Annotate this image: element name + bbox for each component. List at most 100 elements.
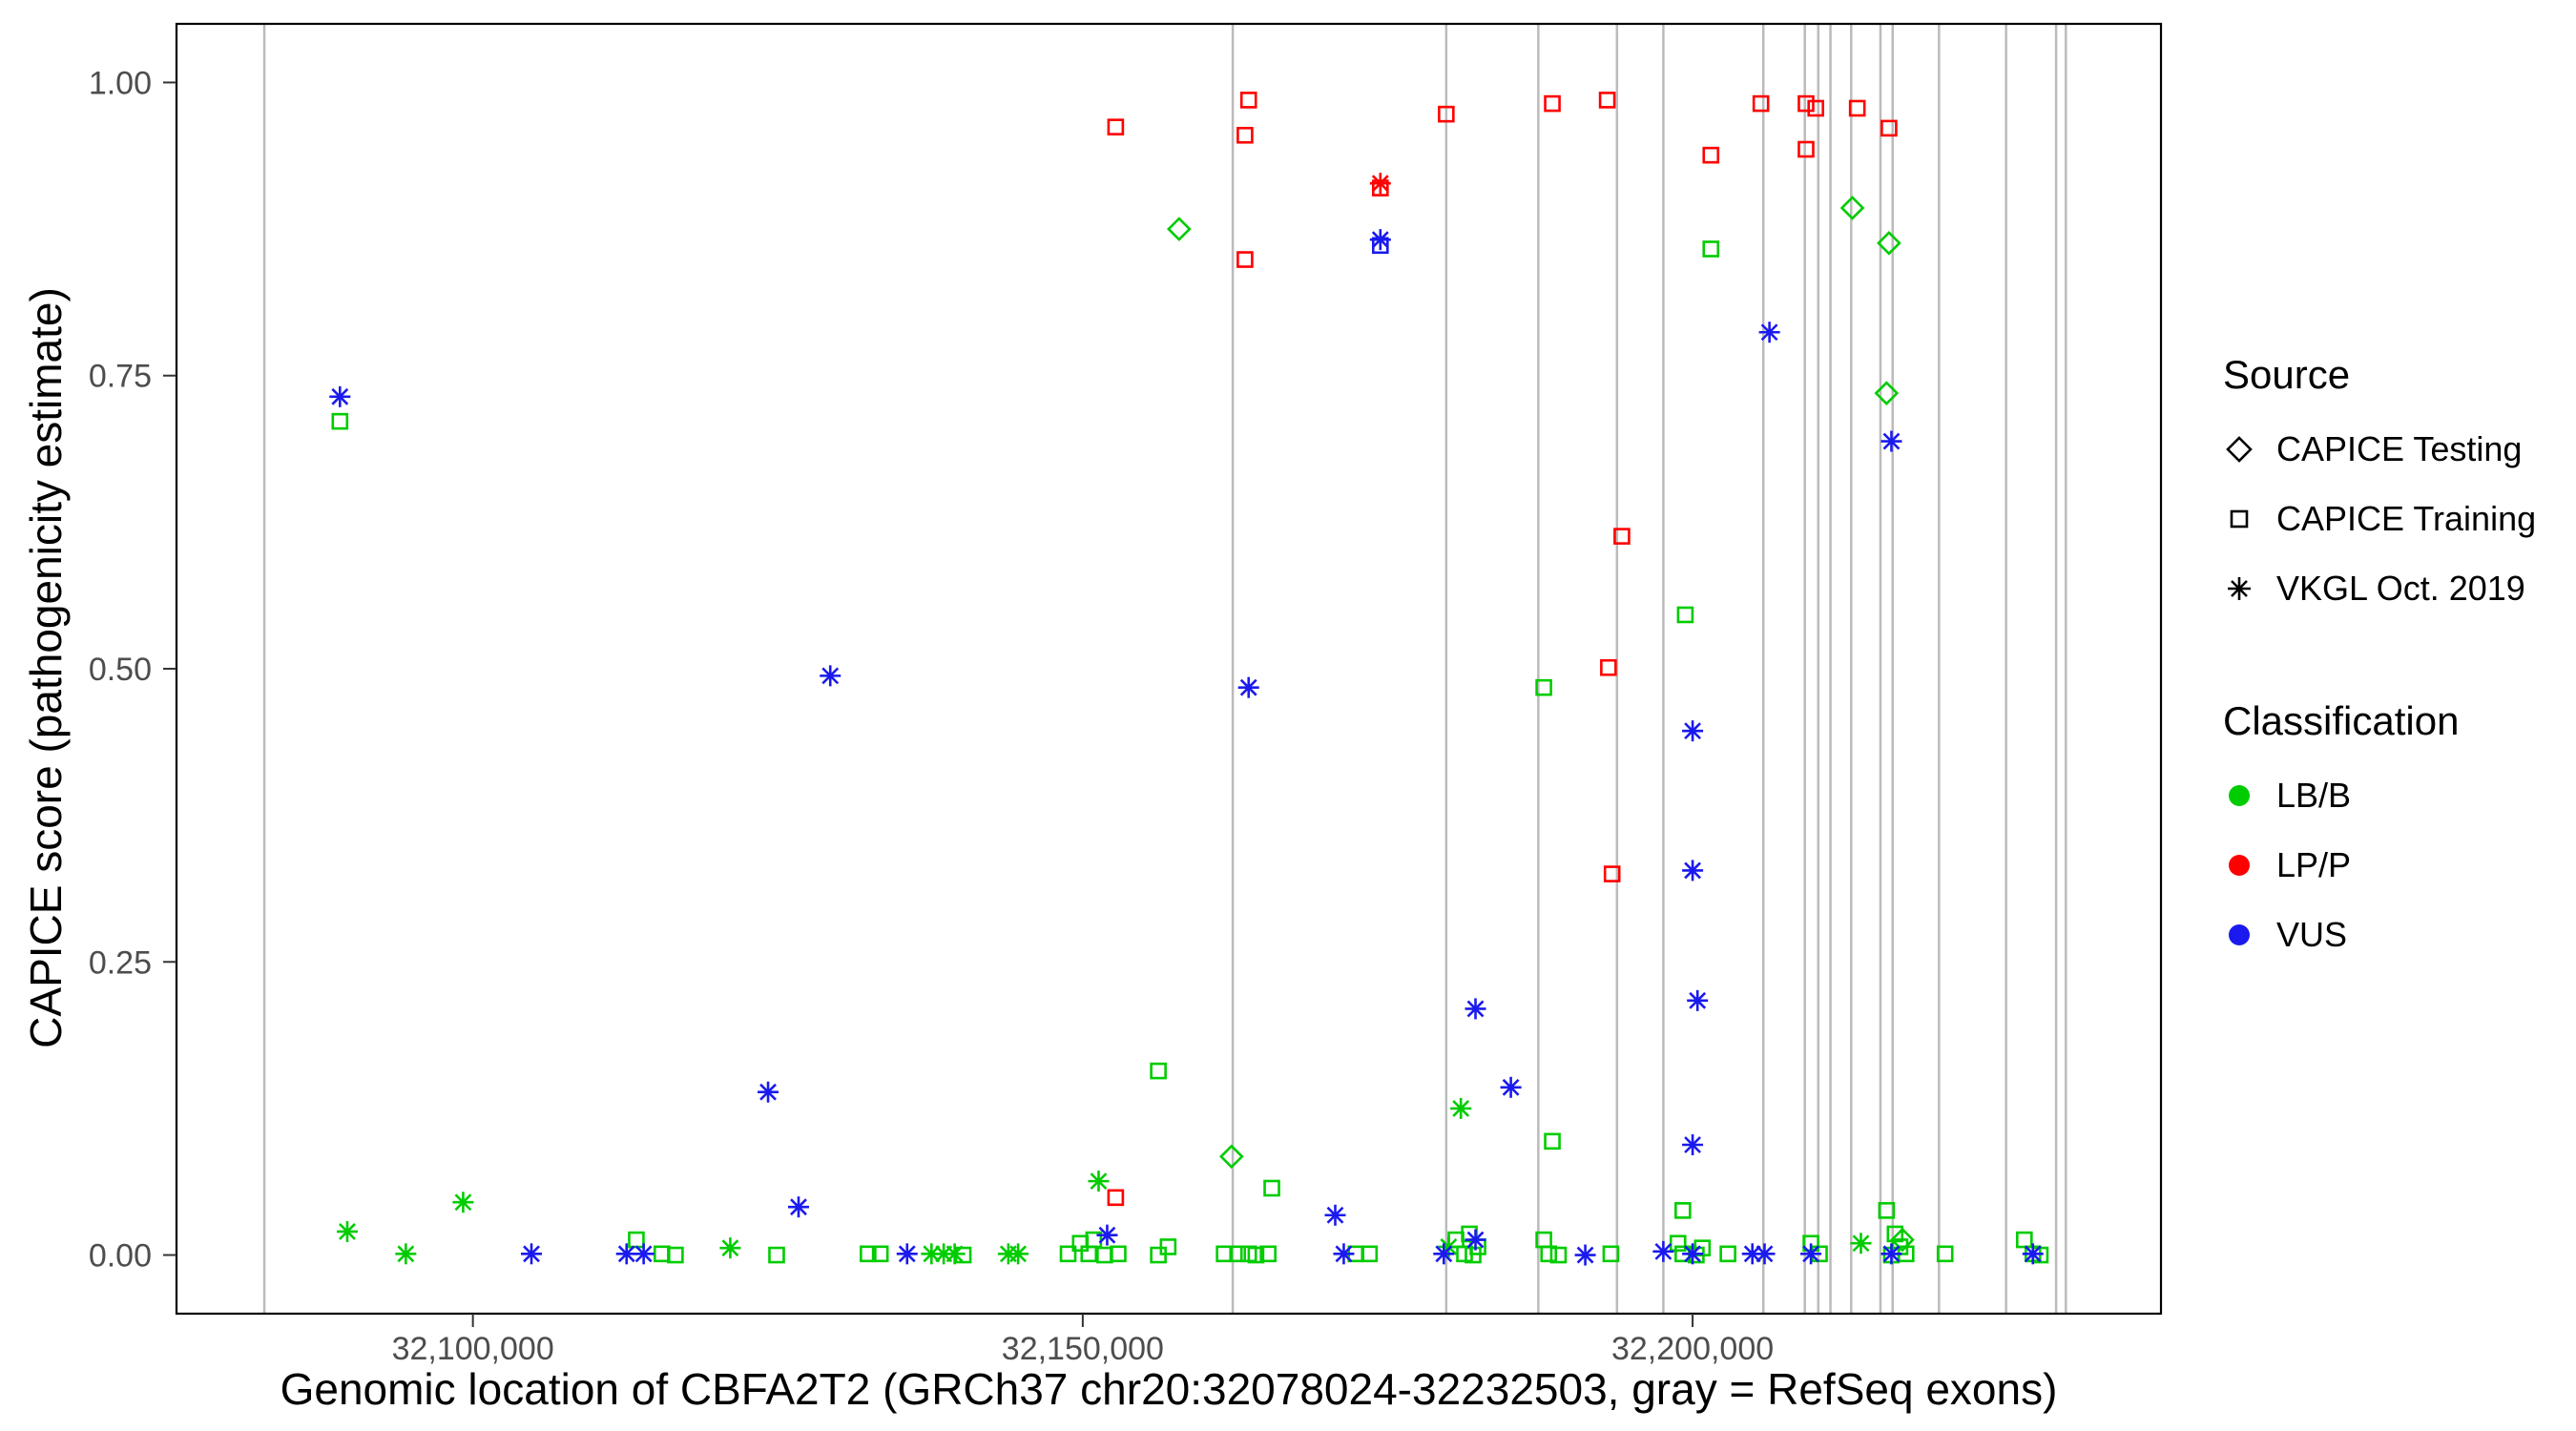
data-point bbox=[896, 1243, 918, 1265]
data-point bbox=[1848, 99, 1866, 117]
y-tick-label: 0.50 bbox=[89, 652, 152, 688]
data-point bbox=[1080, 1245, 1098, 1263]
data-point bbox=[1361, 1245, 1379, 1263]
data-point bbox=[1259, 1245, 1277, 1263]
legend-group-source: Source CAPICE Testing CAPICE Training bbox=[2223, 351, 2536, 623]
legend-item-label: VKGL Oct. 2019 bbox=[2276, 568, 2525, 608]
y-axis-title: CAPICE score (pathogenicity estimate) bbox=[21, 287, 71, 1048]
diamond-icon bbox=[2226, 435, 2253, 463]
data-point bbox=[1107, 118, 1125, 135]
data-point bbox=[628, 1231, 645, 1249]
data-point bbox=[1719, 1245, 1736, 1263]
data-point bbox=[1797, 140, 1815, 158]
data-point bbox=[1682, 720, 1704, 742]
data-point bbox=[1219, 1144, 1244, 1170]
data-point bbox=[1549, 1246, 1568, 1264]
data-point bbox=[1754, 1243, 1776, 1265]
legend-item-label: CAPICE Training bbox=[2276, 498, 2537, 538]
data-point bbox=[1800, 1243, 1822, 1265]
data-point bbox=[1600, 658, 1617, 676]
data-point bbox=[1159, 1238, 1177, 1255]
data-point bbox=[1874, 381, 1900, 406]
data-point bbox=[1008, 1243, 1029, 1265]
legend-item-label: LP/P bbox=[2276, 844, 2352, 884]
data-point bbox=[633, 1243, 654, 1265]
data-point bbox=[1110, 1245, 1127, 1263]
legend-item-label: CAPICE Testing bbox=[2276, 428, 2523, 468]
data-point bbox=[1682, 1243, 1704, 1265]
legend-item-capice-testing: CAPICE Testing bbox=[2223, 414, 2536, 484]
data-point bbox=[1433, 1243, 1455, 1265]
data-point bbox=[1263, 1179, 1280, 1197]
data-point bbox=[452, 1192, 474, 1213]
data-point bbox=[1438, 105, 1455, 123]
data-point bbox=[1682, 1134, 1704, 1156]
data-point bbox=[1215, 1245, 1233, 1263]
legend-item-lpp: LP/P bbox=[2223, 830, 2536, 900]
data-point bbox=[1333, 1243, 1355, 1265]
data-point bbox=[1369, 173, 1391, 195]
series-asterisk-lpp bbox=[1369, 173, 1391, 195]
data-point bbox=[871, 1245, 889, 1263]
legend-source-title: Source bbox=[2223, 352, 2351, 397]
data-point bbox=[1758, 321, 1780, 343]
x-tick-label: 32,100,000 bbox=[392, 1331, 554, 1367]
series-asterisk-vus bbox=[329, 229, 2044, 1266]
data-point bbox=[1544, 1132, 1561, 1151]
series-diamond-lbb bbox=[1167, 196, 1915, 1253]
data-point bbox=[944, 1243, 966, 1265]
asterisk-icon bbox=[2228, 576, 2251, 600]
data-point bbox=[336, 1220, 358, 1242]
data-point bbox=[1236, 126, 1254, 144]
x-tick-label: 32,150,000 bbox=[1002, 1331, 1164, 1367]
data-point bbox=[1693, 1239, 1712, 1256]
data-point bbox=[1239, 92, 1257, 109]
data-point bbox=[1096, 1224, 1118, 1246]
data-point bbox=[1886, 1225, 1904, 1243]
data-point bbox=[1500, 1076, 1522, 1098]
y-tick-label: 1.00 bbox=[89, 65, 152, 101]
data-point bbox=[1535, 678, 1552, 696]
data-point bbox=[758, 1081, 779, 1103]
data-point bbox=[1890, 1227, 1915, 1253]
x-tick-label: 32,200,000 bbox=[1611, 1331, 1774, 1367]
data-point bbox=[1676, 606, 1694, 624]
data-point bbox=[2022, 1243, 2044, 1265]
data-point bbox=[1450, 1097, 1472, 1119]
data-point bbox=[1324, 1204, 1346, 1226]
data-point bbox=[521, 1243, 543, 1265]
data-point bbox=[1150, 1062, 1167, 1080]
red-dot-icon bbox=[2229, 854, 2250, 876]
data-point bbox=[1674, 1202, 1692, 1219]
data-point bbox=[329, 385, 351, 407]
data-point bbox=[1369, 229, 1391, 251]
data-point bbox=[1878, 1202, 1896, 1219]
data-point bbox=[395, 1243, 417, 1265]
data-point bbox=[1602, 1245, 1620, 1263]
data-point bbox=[654, 1245, 671, 1263]
data-point bbox=[860, 1245, 877, 1263]
series-square-lbb bbox=[331, 240, 2049, 1264]
data-point bbox=[2016, 1231, 2033, 1249]
legend-item-lbb: LB/B bbox=[2223, 760, 2536, 830]
data-point bbox=[1797, 94, 1815, 113]
data-point bbox=[1236, 251, 1254, 268]
data-point bbox=[1880, 430, 1902, 452]
data-point bbox=[1752, 94, 1770, 113]
data-point bbox=[331, 412, 349, 430]
y-tick-label: 0.25 bbox=[89, 944, 152, 981]
data-point bbox=[768, 1246, 785, 1264]
panel-border bbox=[175, 22, 2163, 1316]
y-tick-label: 0.75 bbox=[89, 359, 152, 395]
data-point bbox=[1237, 676, 1259, 698]
series-asterisk-lbb bbox=[336, 1097, 1872, 1265]
data-point bbox=[1880, 1243, 1902, 1265]
data-point bbox=[1465, 1229, 1486, 1251]
data-point bbox=[787, 1196, 809, 1218]
green-dot-icon bbox=[2229, 784, 2250, 806]
legend-item-capice-training: CAPICE Training bbox=[2223, 484, 2536, 553]
data-point bbox=[667, 1246, 684, 1264]
legend-group-classification: Classification LB/B LP/P bbox=[2223, 697, 2536, 969]
